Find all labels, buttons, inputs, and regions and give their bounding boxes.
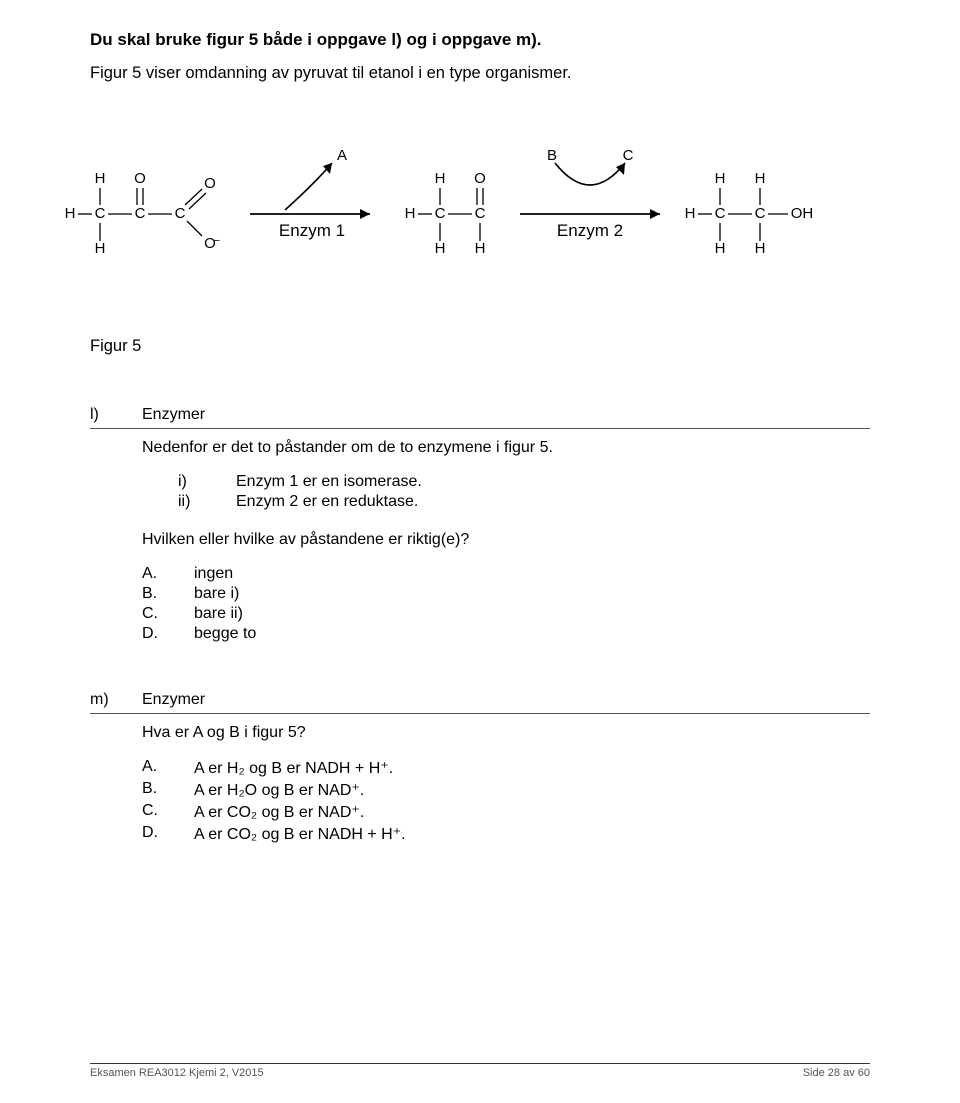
- roman-row: ii) Enzym 2 er en reduktase.: [178, 493, 870, 511]
- question-l-ask: Hvilken eller hvilke av påstandene er ri…: [142, 531, 870, 549]
- svg-text:C: C: [715, 205, 726, 222]
- svg-text:H: H: [435, 170, 446, 187]
- option-row: C.bare ii): [142, 605, 870, 623]
- option-row: C.A er CO₂ og B er NAD⁺.: [142, 802, 870, 822]
- figure-caption: Figur 5: [90, 337, 870, 356]
- enzyme-1-label: Enzym 1: [279, 221, 345, 240]
- option-row: B.A er H₂O og B er NAD⁺.: [142, 780, 870, 800]
- question-l-marker: l): [90, 406, 114, 424]
- svg-text:O: O: [134, 170, 146, 187]
- svg-text:C: C: [435, 205, 446, 222]
- svg-text:OH: OH: [791, 205, 814, 222]
- label-c: C: [623, 147, 634, 164]
- svg-text:H: H: [95, 170, 106, 187]
- label-b: B: [547, 147, 557, 164]
- svg-text:H: H: [685, 205, 696, 222]
- question-m-title: Enzymer: [142, 691, 205, 709]
- question-m-lead: Hva er A og B i figur 5?: [142, 724, 870, 742]
- svg-text:−: −: [214, 235, 220, 247]
- svg-text:H: H: [435, 240, 446, 257]
- svg-text:H: H: [715, 240, 726, 257]
- question-m-marker: m): [90, 691, 114, 709]
- roman-row: i) Enzym 1 er en isomerase.: [178, 473, 870, 491]
- footer-left: Eksamen REA3012 Kjemi 2, V2015: [90, 1067, 264, 1079]
- svg-text:C: C: [755, 205, 766, 222]
- footer-right: Side 28 av 60: [803, 1067, 870, 1079]
- enzyme-2-label: Enzym 2: [557, 221, 623, 240]
- intro-text: Figur 5 viser omdanning av pyruvat til e…: [90, 64, 870, 83]
- svg-text:H: H: [715, 170, 726, 187]
- option-row: A.ingen: [142, 565, 870, 583]
- option-row: B.bare i): [142, 585, 870, 603]
- question-l-title: Enzymer: [142, 406, 205, 424]
- page-heading: Du skal bruke figur 5 både i oppgave l) …: [90, 30, 870, 50]
- question-l-lead: Nedenfor er det to påstander om de to en…: [142, 439, 870, 457]
- svg-text:H: H: [95, 240, 106, 257]
- svg-text:O: O: [204, 175, 216, 192]
- figure-5: C C C H H H O O O −: [50, 133, 910, 293]
- svg-text:C: C: [135, 205, 146, 222]
- label-a: A: [337, 147, 347, 164]
- svg-text:C: C: [175, 205, 186, 222]
- question-m: m) Enzymer Hva er A og B i figur 5? A.A …: [90, 691, 870, 844]
- svg-text:H: H: [755, 170, 766, 187]
- svg-text:H: H: [65, 205, 76, 222]
- svg-text:H: H: [475, 240, 486, 257]
- option-row: A.A er H₂ og B er NADH + H⁺.: [142, 758, 870, 778]
- svg-text:C: C: [475, 205, 486, 222]
- svg-text:O: O: [474, 170, 486, 187]
- page-footer: Eksamen REA3012 Kjemi 2, V2015 Side 28 a…: [90, 1063, 870, 1079]
- svg-text:H: H: [405, 205, 416, 222]
- svg-text:C: C: [95, 205, 106, 222]
- option-row: D.begge to: [142, 625, 870, 643]
- svg-text:H: H: [755, 240, 766, 257]
- option-row: D.A er CO₂ og B er NADH + H⁺.: [142, 824, 870, 844]
- question-l: l) Enzymer Nedenfor er det to påstander …: [90, 406, 870, 643]
